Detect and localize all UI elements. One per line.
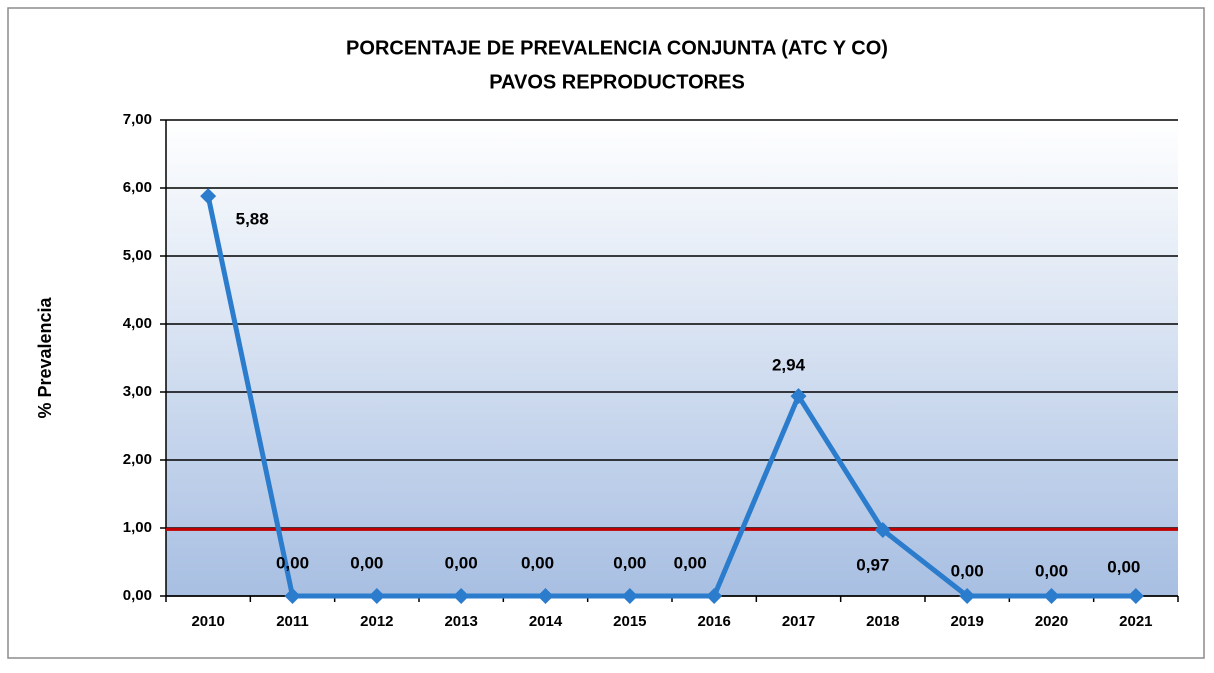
data-label: 0,00 bbox=[613, 553, 646, 572]
x-tick-label: 2013 bbox=[444, 613, 477, 630]
data-marker bbox=[1127, 588, 1144, 604]
chart-title: PORCENTAJE DE PREVALENCIA CONJUNTA (ATC … bbox=[346, 37, 888, 59]
data-marker bbox=[453, 588, 470, 604]
data-marker bbox=[200, 188, 217, 205]
data-label: 0,00 bbox=[350, 553, 383, 572]
y-tick-label: 6,00 bbox=[123, 179, 152, 196]
data-label: 0,00 bbox=[1035, 561, 1068, 580]
data-marker bbox=[368, 588, 385, 604]
y-tick-label: 1,00 bbox=[123, 519, 152, 536]
data-label: 0,97 bbox=[856, 556, 889, 575]
x-tick-label: 2014 bbox=[529, 613, 563, 630]
data-marker bbox=[959, 588, 976, 604]
data-marker bbox=[874, 522, 891, 539]
x-tick-label: 2016 bbox=[697, 613, 730, 630]
data-label: 0,00 bbox=[1107, 557, 1140, 576]
data-label: 0,00 bbox=[445, 553, 478, 572]
x-tick-label: 2017 bbox=[782, 613, 815, 630]
plot-area bbox=[166, 120, 1178, 596]
x-tick-label: 2021 bbox=[1119, 613, 1152, 630]
data-label: 5,88 bbox=[236, 210, 269, 229]
y-tick-label: 0,00 bbox=[123, 587, 152, 604]
y-tick-label: 3,00 bbox=[123, 383, 152, 400]
y-tick-label: 4,00 bbox=[123, 315, 152, 332]
y-axis-label: % Prevalencia bbox=[35, 296, 55, 418]
x-tick-label: 2020 bbox=[1035, 613, 1068, 630]
data-marker bbox=[537, 588, 554, 604]
x-tick-label: 2018 bbox=[866, 613, 899, 630]
y-tick-label: 2,00 bbox=[123, 451, 152, 468]
y-tick-label: 7,00 bbox=[123, 111, 152, 128]
data-marker bbox=[621, 588, 638, 604]
data-label: 0,00 bbox=[521, 553, 554, 572]
data-line bbox=[205, 195, 1136, 599]
data-marker bbox=[706, 588, 723, 604]
chart-subtitle: PAVOS REPRODUCTORES bbox=[489, 71, 745, 93]
data-label: 2,94 bbox=[772, 356, 806, 375]
x-tick-label: 2019 bbox=[950, 613, 983, 630]
data-marker bbox=[284, 588, 301, 604]
x-tick-label: 2011 bbox=[276, 613, 309, 630]
data-label: 0,00 bbox=[951, 561, 984, 580]
x-tick-label: 2010 bbox=[191, 613, 224, 630]
data-marker bbox=[790, 388, 807, 405]
y-tick-label: 5,00 bbox=[123, 247, 152, 264]
x-tick-label: 2012 bbox=[360, 613, 393, 630]
data-marker bbox=[1043, 588, 1060, 604]
data-label: 0,00 bbox=[276, 553, 309, 572]
data-label: 0,00 bbox=[674, 553, 707, 572]
x-tick-label: 2015 bbox=[613, 613, 646, 630]
